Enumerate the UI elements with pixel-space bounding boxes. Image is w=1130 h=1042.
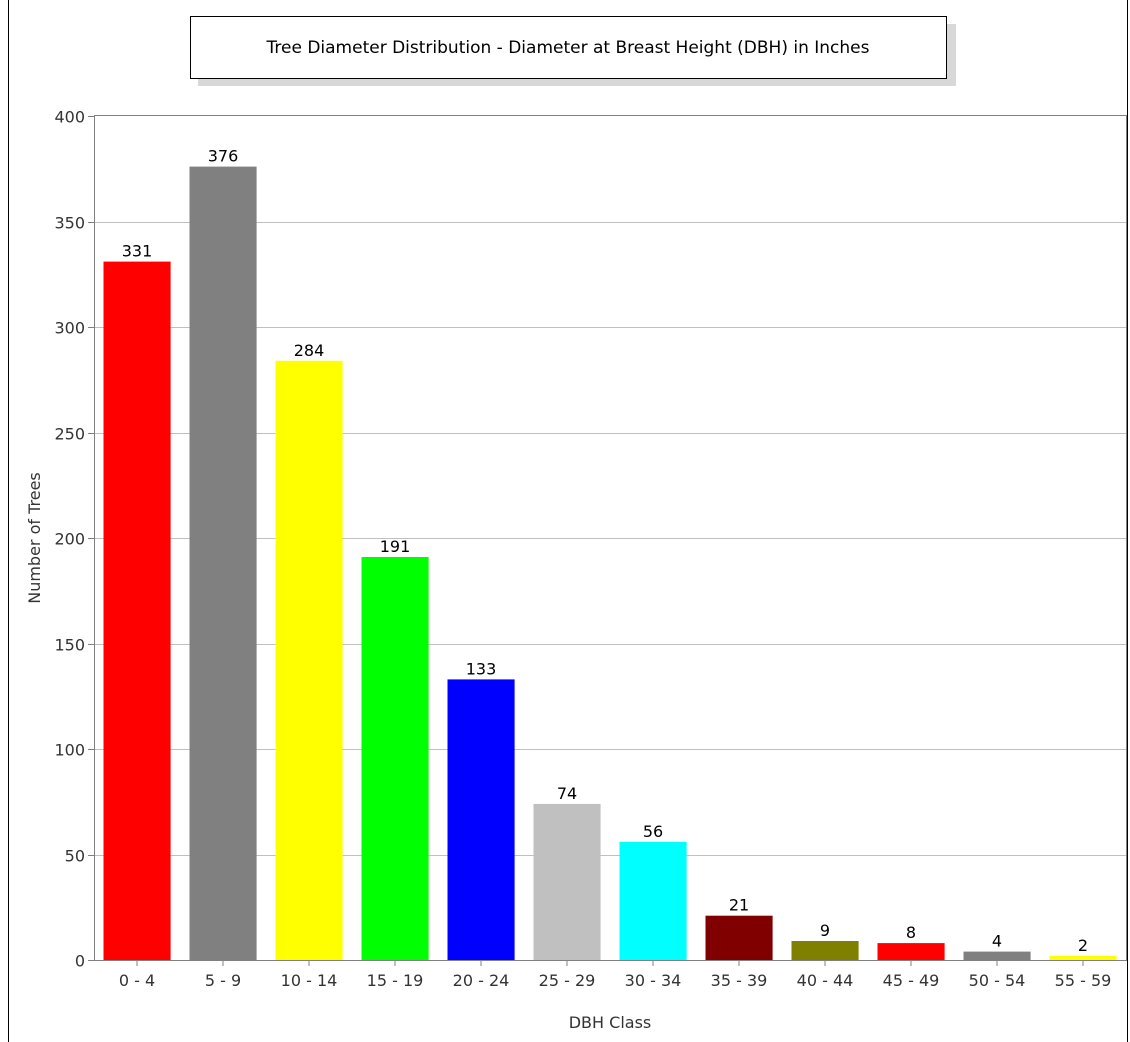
y-tick-label: 400 (54, 108, 85, 127)
x-tick-label-1: 5 - 9 (205, 971, 241, 990)
y-tick-label: 150 (54, 636, 85, 655)
data-label-10: 4 (992, 932, 1002, 951)
x-tick-label-11: 55 - 59 (1055, 971, 1112, 990)
bar-9 (877, 943, 945, 960)
bar-11 (1049, 955, 1117, 960)
data-label-9: 8 (906, 923, 916, 942)
data-label-5: 74 (557, 784, 577, 803)
data-label-1: 376 (208, 147, 239, 166)
bar-0 (103, 261, 171, 961)
y-axis-title: Number of Trees (25, 472, 44, 604)
y-tick-label: 0 (75, 952, 85, 971)
y-tick-label: 100 (54, 741, 85, 760)
y-tick-label: 300 (54, 319, 85, 338)
bar-2 (275, 360, 343, 960)
x-axis-ticks: 0 - 4 5 - 9 10 - 14 15 - 19 20 - 24 25 - 29 30… (119, 960, 1111, 990)
x-tick-label-8: 40 - 44 (797, 971, 854, 990)
data-label-7: 21 (729, 896, 749, 915)
data-label-8: 9 (820, 921, 830, 940)
x-tick-label-3: 15 - 19 (367, 971, 424, 990)
bar-3 (361, 557, 429, 960)
x-tick-label-10: 50 - 54 (969, 971, 1026, 990)
x-tick-label-5: 25 - 29 (539, 971, 596, 990)
x-tick-label-9: 45 - 49 (883, 971, 940, 990)
bar-1 (189, 166, 257, 961)
data-label-3: 191 (380, 537, 411, 556)
bar-7 (705, 915, 773, 960)
bar-4 (447, 679, 515, 960)
y-tick-label: 200 (54, 530, 85, 549)
data-label-2: 284 (294, 341, 325, 360)
x-tick-label-6: 30 - 34 (625, 971, 682, 990)
data-labels-layer: 331 376 284 191 133 74 56 21 9 8 4 2 (122, 147, 1088, 955)
data-label-6: 56 (643, 822, 663, 841)
y-axis-ticks: 0 50 100 150 200 250 300 350 400 (54, 108, 94, 971)
x-tick-label-2: 10 - 14 (281, 971, 338, 990)
bars-layer (103, 166, 1117, 961)
x-axis-title: DBH Class (569, 1013, 652, 1032)
bar-5 (533, 803, 601, 960)
data-label-4: 133 (466, 659, 497, 678)
bar-10 (963, 951, 1031, 960)
x-tick-label-7: 35 - 39 (711, 971, 768, 990)
bar-6 (619, 841, 687, 960)
chart-title: Tree Diameter Distribution - Diameter at… (266, 38, 870, 58)
bar-8 (791, 941, 859, 960)
title-box (190, 16, 947, 79)
y-tick-label: 250 (54, 425, 85, 444)
data-label-11: 2 (1078, 936, 1088, 955)
plot-area (94, 115, 1127, 961)
x-tick-label-4: 20 - 24 (453, 971, 510, 990)
y-tick-label: 350 (54, 214, 85, 233)
data-label-0: 331 (122, 242, 153, 261)
grid-layer (94, 222, 1126, 856)
y-tick-label: 50 (65, 847, 85, 866)
x-tick-label-0: 0 - 4 (119, 971, 155, 990)
